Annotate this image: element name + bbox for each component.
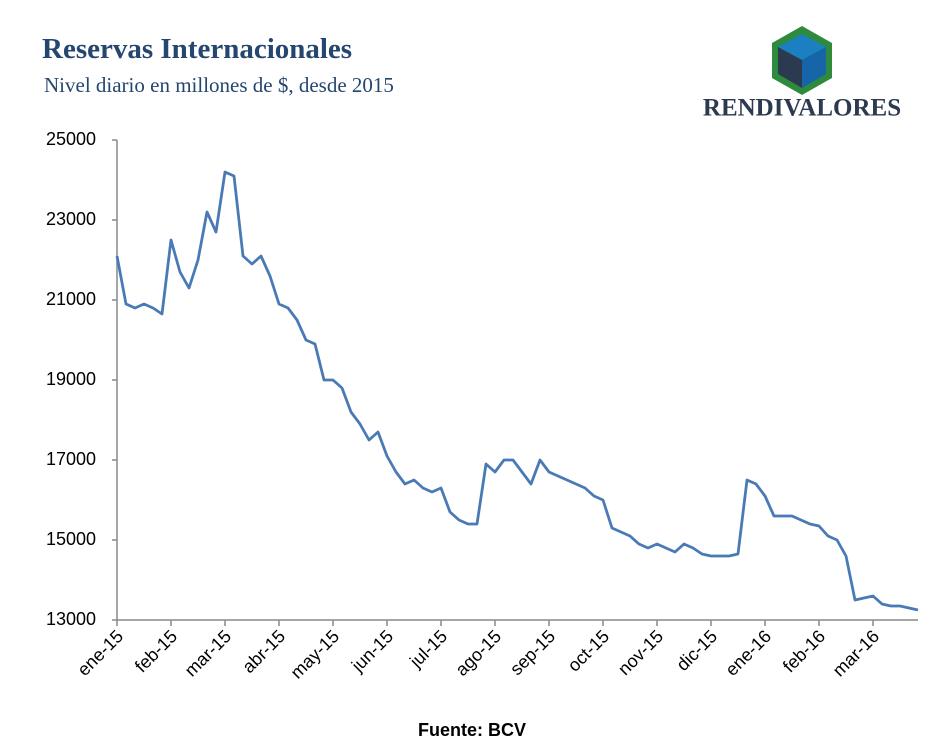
x-tick-label: sep-15 — [506, 626, 559, 679]
y-tick-label: 13000 — [46, 609, 96, 629]
x-tick-label: ene-16 — [721, 626, 775, 680]
chart-subtitle: Nivel diario en millones de $, desde 201… — [44, 73, 394, 97]
x-tick-label: abr-15 — [238, 626, 289, 677]
source-note: Fuente: BCV — [418, 720, 526, 740]
x-tick-label: ene-15 — [73, 626, 127, 680]
y-tick-label: 15000 — [46, 529, 96, 549]
logo-text: RENDIVALORES — [703, 95, 901, 122]
y-tick-label: 17000 — [46, 449, 96, 469]
y-tick-label: 23000 — [46, 209, 96, 229]
y-tick-label: 25000 — [46, 129, 96, 149]
x-tick-label: feb-16 — [779, 626, 829, 676]
x-tick-label: ago-15 — [451, 626, 505, 680]
chart-title: Reservas Internacionales — [42, 33, 352, 65]
x-tick-label: oct-15 — [564, 626, 614, 676]
data-line — [115, 170, 919, 612]
x-tick-label: nov-15 — [614, 626, 667, 679]
y-tick-label: 19000 — [46, 369, 96, 389]
x-tick-label: mar-15 — [181, 626, 235, 680]
x-tick-label: jul-15 — [405, 626, 451, 672]
logo-icon — [772, 26, 832, 95]
x-tick-label: feb-15 — [131, 626, 181, 676]
x-tick-label: jun-15 — [347, 626, 397, 676]
x-tick-label: mar-16 — [829, 626, 883, 680]
y-tick-label: 21000 — [46, 289, 96, 309]
x-tick-label: may-15 — [287, 626, 344, 683]
x-tick-label: dic-15 — [672, 626, 721, 675]
